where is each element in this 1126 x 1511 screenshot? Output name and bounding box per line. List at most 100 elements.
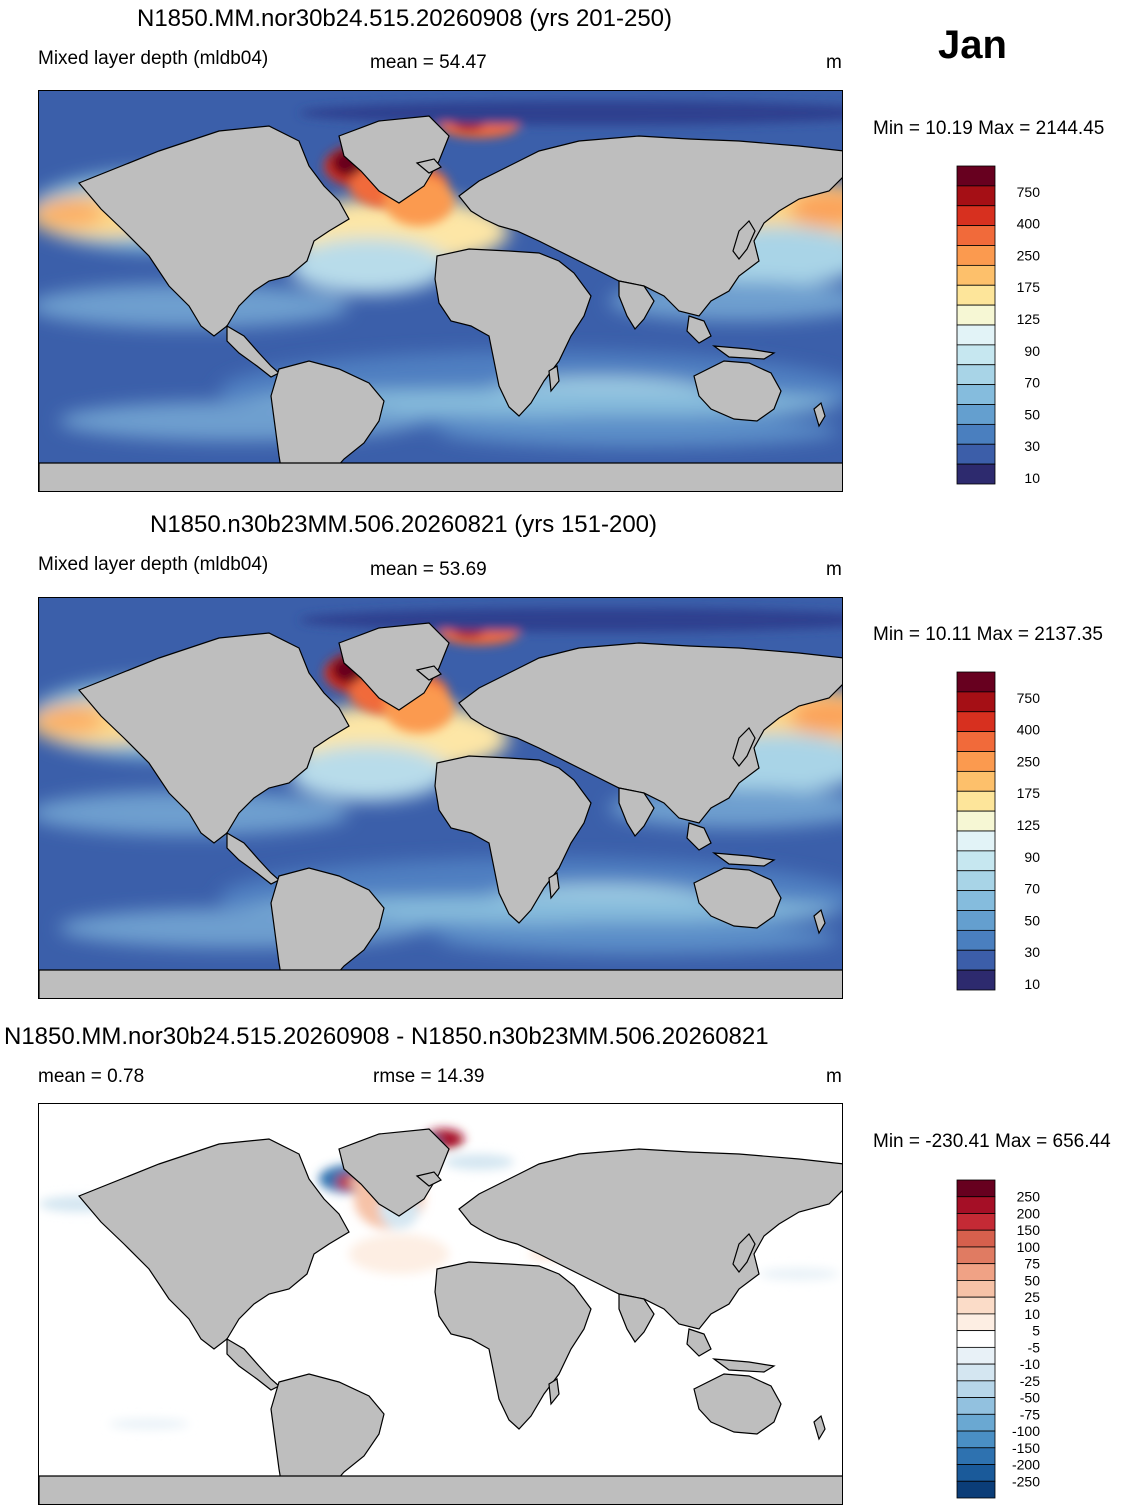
colorbar-label: 10 (1024, 976, 1040, 992)
colorbar-label: 75 (1024, 1256, 1040, 1272)
colorbar-swatch (956, 969, 996, 991)
colorbar-swatch (956, 225, 996, 246)
colorbar-swatch (956, 1213, 996, 1231)
colorbar-label: 100 (1017, 1239, 1041, 1255)
colorbar-swatch (956, 1296, 996, 1315)
colorbar-label: 175 (1017, 785, 1041, 801)
colorbar-swatch (956, 1397, 996, 1415)
colorbar-label: 750 (1017, 184, 1041, 200)
panel-3-colorbar: 250 200 150 100 75 50 25 10 5 -5 -10 -25 -50 -75 -100-… (956, 1179, 1077, 1500)
colorbar-swatch (956, 1447, 996, 1465)
colorbar-swatch (956, 671, 996, 693)
colorbar-label: -5 (1028, 1339, 1041, 1355)
colorbar-label: 30 (1024, 944, 1040, 960)
colorbar-label: -150 (1012, 1440, 1040, 1456)
panel-1-map (38, 90, 843, 492)
month-label: Jan (938, 23, 1007, 67)
colorbar-label: 250 (1017, 753, 1041, 769)
colorbar-swatch (956, 384, 996, 405)
colorbar-swatch (956, 1313, 996, 1332)
colorbar-swatch (956, 711, 996, 733)
colorbar-label: 70 (1024, 881, 1040, 897)
colorbar-swatch (956, 185, 996, 207)
colorbar-swatch (956, 1380, 996, 1398)
colorbar-label: 90 (1024, 849, 1040, 865)
panel-3-minmax: Min = -230.41 Max = 656.44 (873, 1131, 1111, 1152)
colorbar-label: 30 (1024, 438, 1040, 454)
colorbar-label: 50 (1024, 406, 1040, 422)
panel-1-units: m (826, 52, 842, 73)
panel-3-rmse: rmse = 14.39 (373, 1066, 485, 1087)
panel-2-minmax: Min = 10.11 Max = 2137.35 (873, 624, 1103, 645)
colorbar-swatch (956, 304, 996, 326)
colorbar-swatch (956, 731, 996, 752)
colorbar-swatch (956, 1229, 996, 1248)
colorbar-swatch (956, 1280, 996, 1298)
colorbar-label: 10 (1024, 1306, 1040, 1322)
colorbar-swatch (956, 165, 996, 187)
panel-1-variable-label: Mixed layer depth (mldb04) (38, 48, 269, 69)
colorbar-label: -250 (1012, 1473, 1040, 1489)
panel-3-units: m (826, 1066, 842, 1087)
panel-1-mean: mean = 54.47 (370, 52, 487, 73)
colorbar-label: 125 (1017, 311, 1041, 327)
colorbar-label: 200 (1017, 1205, 1041, 1221)
colorbar-swatch (956, 443, 996, 465)
colorbar-swatch (956, 284, 996, 306)
colorbar-swatch (956, 264, 996, 286)
colorbar-swatch (956, 324, 996, 346)
colorbar-label: 400 (1017, 722, 1041, 738)
colorbar-swatch (956, 790, 996, 812)
colorbar-label: -200 (1012, 1457, 1040, 1473)
colorbar-swatch (956, 404, 996, 425)
panel-1-title: N1850.MM.nor30b24.515.20260908 (yrs 201-… (137, 5, 673, 32)
colorbar-label: 10 (1024, 470, 1040, 486)
colorbar-label: 250 (1017, 1189, 1041, 1205)
colorbar-swatch (956, 423, 996, 445)
colorbar-swatch (956, 929, 996, 951)
colorbar-label: 125 (1017, 817, 1041, 833)
colorbar-swatch (956, 850, 996, 872)
panel-1-colorbar: 750 400 250 175 125 90 70 50 30 10 (956, 165, 1077, 486)
colorbar-label: 150 (1017, 1222, 1041, 1238)
panel-2-title: N1850.n30b23MM.506.20260821 (yrs 151-200… (150, 511, 658, 538)
colorbar-swatch (956, 870, 996, 892)
colorbar-swatch (956, 1480, 996, 1499)
panel-3-map (38, 1103, 843, 1505)
colorbar-label: -100 (1012, 1423, 1040, 1439)
colorbar-label: 5 (1032, 1323, 1040, 1339)
panel-2-variable-label: Mixed layer depth (mldb04) (38, 554, 269, 575)
colorbar-label: -75 (1020, 1406, 1040, 1422)
colorbar-swatch (956, 1179, 996, 1198)
colorbar-swatch (956, 205, 996, 227)
panel-3-title: N1850.MM.nor30b24.515.20260908 - N1850.n… (4, 1023, 769, 1050)
colorbar-swatch (956, 751, 996, 772)
panel-2-map (38, 597, 843, 999)
colorbar-label: -10 (1020, 1356, 1040, 1372)
panel-3-mean: mean = 0.78 (38, 1066, 145, 1087)
panel-2-colorbar: 750 400 250 175 125 90 70 50 30 10 (956, 671, 1077, 992)
colorbar-swatch (956, 890, 996, 911)
panel-2-mean: mean = 53.69 (370, 559, 487, 580)
colorbar-swatch (956, 245, 996, 266)
colorbar-swatch (956, 1464, 996, 1482)
colorbar-swatch (956, 1263, 996, 1281)
colorbar-swatch (956, 949, 996, 971)
colorbar-swatch (956, 463, 996, 485)
colorbar-label: 750 (1017, 690, 1041, 706)
colorbar-swatch (956, 910, 996, 931)
colorbar-label: -50 (1020, 1390, 1040, 1406)
colorbar-swatch (956, 1330, 996, 1348)
colorbar-swatch (956, 810, 996, 832)
colorbar-swatch (956, 364, 996, 386)
colorbar-swatch (956, 1430, 996, 1449)
colorbar-swatch (956, 1363, 996, 1382)
colorbar-swatch (956, 1413, 996, 1432)
colorbar-swatch (956, 770, 996, 792)
colorbar-swatch (956, 1246, 996, 1265)
panel-1-minmax: Min = 10.19 Max = 2144.45 (873, 118, 1105, 139)
panel-2-units: m (826, 559, 842, 580)
colorbar-label: 175 (1017, 279, 1041, 295)
colorbar-label: 400 (1017, 216, 1041, 232)
colorbar-swatch (956, 691, 996, 713)
